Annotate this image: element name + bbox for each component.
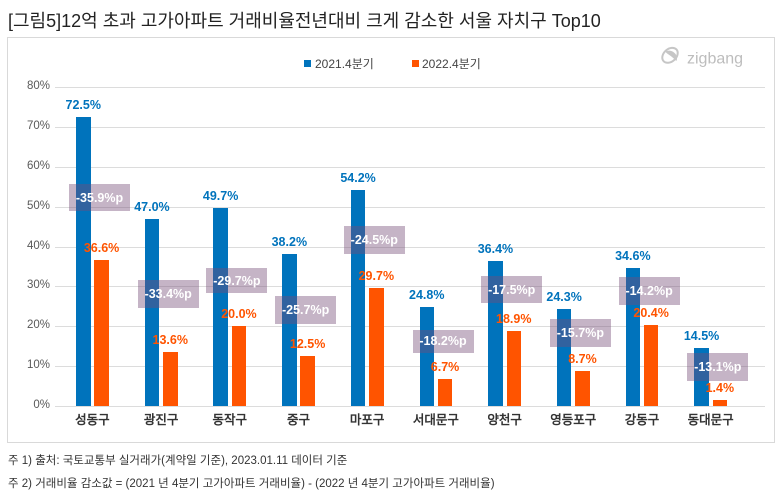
svg-text:zigbang: zigbang <box>687 51 743 68</box>
